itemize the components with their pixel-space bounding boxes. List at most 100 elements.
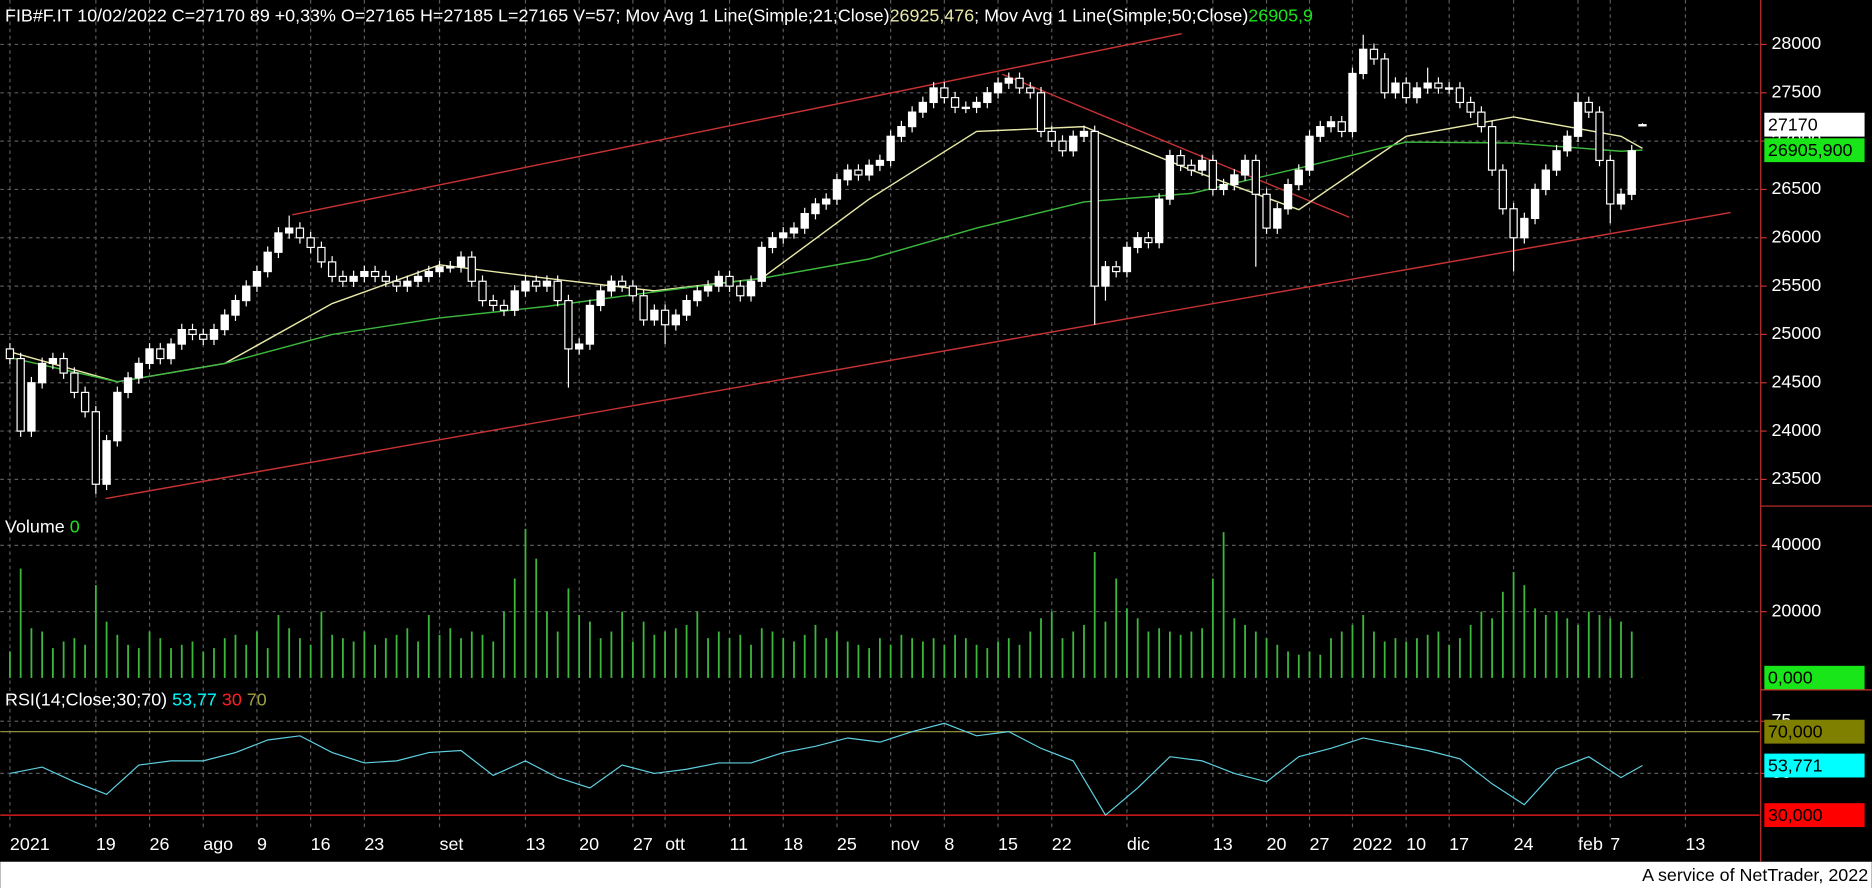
volume-bar (299, 638, 301, 678)
volume-bar (19, 568, 22, 678)
x-tick-label: 24 (1514, 834, 1534, 854)
volume-bar (417, 641, 419, 678)
x-tick-label: 10 (1406, 834, 1426, 854)
candle-body (1273, 208, 1282, 229)
volume-bar (911, 638, 914, 678)
candle-body (1112, 266, 1121, 273)
candle-body (1573, 101, 1583, 137)
volume-bar (793, 641, 795, 678)
candle-body (1176, 155, 1185, 166)
volume-bar (1523, 585, 1526, 678)
candle-body (1305, 135, 1314, 171)
x-tick-label: 15 (998, 834, 1018, 854)
volume-value: 0 (70, 516, 80, 536)
candle-body (295, 227, 305, 239)
volume-bar (524, 528, 527, 678)
candle-body (961, 106, 971, 110)
candle-body (628, 285, 638, 297)
candle-body (1509, 208, 1518, 239)
rsi-level: 70 (247, 689, 267, 709)
volume-bar (191, 641, 194, 678)
volume-bar (449, 628, 452, 678)
candle-body (478, 280, 487, 302)
x-tick-label: 2022 (1352, 834, 1392, 854)
candle-body (306, 237, 315, 249)
volume-bar (1201, 628, 1204, 678)
candle-body (1466, 101, 1475, 113)
candle-body (1391, 82, 1400, 94)
volume-bar (631, 641, 634, 678)
candle-body (682, 299, 691, 316)
grid (0, 0, 1760, 830)
candle-body (1251, 159, 1260, 195)
volume-bar (460, 638, 462, 678)
volume-bar (170, 648, 172, 678)
candle-body (252, 270, 262, 287)
value-box-label: 27170 (1768, 115, 1818, 135)
candle-body (209, 328, 219, 340)
volume-bar (1169, 631, 1171, 678)
volume-bar (1050, 611, 1053, 678)
candle-body (381, 275, 391, 282)
volume-bar (1373, 631, 1375, 678)
candle-body (553, 280, 562, 302)
x-tick-label: 20 (1267, 834, 1287, 854)
volume-bar (1018, 644, 1021, 678)
volume-bar (1534, 608, 1536, 678)
candle-body (166, 343, 176, 360)
volume-bar (782, 638, 785, 678)
y-tick-label: 26500 (1771, 178, 1821, 198)
volume-bar (492, 641, 495, 678)
background (0, 0, 1871, 862)
candle-body (1283, 184, 1293, 210)
x-tick-label: 27 (633, 834, 653, 854)
candle-body (413, 275, 423, 282)
candle-body (499, 304, 509, 311)
volume-bar (717, 631, 720, 678)
volume-bar (589, 621, 591, 678)
candle-body (585, 304, 595, 345)
candle-body (714, 275, 723, 287)
volume-bar (1222, 532, 1225, 678)
volume-title: Volume (5, 516, 65, 536)
volume-bar (1426, 634, 1429, 678)
volume-bar (1544, 614, 1547, 678)
candle-body (177, 328, 186, 345)
candle-body (521, 280, 530, 292)
value-box (1764, 665, 1865, 690)
volume-bar (331, 634, 334, 678)
volume-bar (610, 631, 613, 678)
x-tick-label: 13 (1213, 834, 1233, 854)
volume-bar (41, 631, 44, 678)
candle-body (349, 275, 358, 282)
candle-body (854, 169, 863, 176)
volume-bar (1072, 631, 1075, 678)
volume-bar (1136, 618, 1139, 678)
x-tick-label: 25 (837, 834, 857, 854)
volume-bar (1319, 654, 1322, 678)
candle-body (1187, 164, 1196, 171)
candle-body (1154, 198, 1164, 244)
x-tick-label: set (440, 834, 464, 854)
candle-body (736, 285, 745, 297)
volume-bar (1458, 638, 1461, 678)
volume-bar (1394, 638, 1397, 678)
value-box (1764, 753, 1865, 778)
volume-bar (1362, 614, 1365, 678)
x-tick-label: 27 (1310, 834, 1330, 854)
x-tick-label: 16 (311, 834, 331, 854)
candle-body (113, 391, 122, 442)
candle-body (972, 101, 981, 108)
volume-bar (1491, 618, 1494, 678)
volume-bar (653, 634, 656, 678)
volume-bar (846, 641, 849, 678)
value-box-label: 70,000 (1768, 722, 1823, 742)
candle-body (532, 280, 541, 287)
volume-bar (954, 634, 956, 678)
volume-bar (1351, 624, 1354, 678)
volume-bar (73, 638, 76, 678)
candle-body (907, 111, 917, 128)
volume-bar (975, 644, 978, 678)
candle-body (59, 357, 68, 374)
